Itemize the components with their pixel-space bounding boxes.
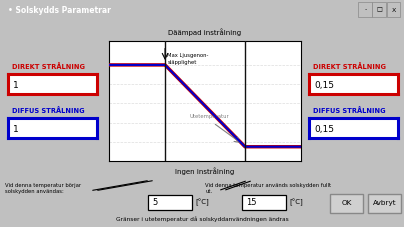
Text: DIREKT STRÅLNING: DIREKT STRÅLNING	[12, 63, 84, 70]
FancyBboxPatch shape	[242, 195, 286, 210]
Text: Vid denna temperatur används solskydden fullt
ut.: Vid denna temperatur används solskydden …	[205, 183, 331, 194]
Text: 1: 1	[13, 81, 19, 90]
Text: Utetemperatur: Utetemperatur	[189, 114, 229, 119]
Text: 1: 1	[13, 125, 19, 134]
FancyBboxPatch shape	[368, 194, 401, 213]
Text: Ingen instrålning: Ingen instrålning	[175, 168, 235, 175]
Bar	[372, 2, 386, 17]
Text: 5: 5	[152, 198, 157, 207]
Text: OK: OK	[341, 200, 352, 206]
Text: Max Ljusgenon-: Max Ljusgenon-	[167, 53, 209, 58]
Text: 15: 15	[246, 198, 257, 207]
Bar	[387, 2, 400, 17]
Text: [°C]: [°C]	[289, 198, 303, 206]
Text: DIFFUS STRÅLNING: DIFFUS STRÅLNING	[12, 108, 84, 114]
Bar	[358, 2, 372, 17]
Text: 0,15: 0,15	[314, 81, 335, 90]
Text: -: -	[364, 7, 367, 12]
Text: Däämpad instrålning: Däämpad instrålning	[168, 28, 242, 36]
Text: DIREKT STRÅLNING: DIREKT STRÅLNING	[313, 63, 385, 70]
Text: Avbryt: Avbryt	[372, 200, 396, 206]
FancyBboxPatch shape	[330, 194, 363, 213]
Text: Gränser i utetemperatur då solskyddanvändningen ändras: Gränser i utetemperatur då solskyddanvän…	[116, 217, 288, 222]
Text: släpplighet: släpplighet	[167, 61, 197, 66]
Text: DIFFUS STRÅLNING: DIFFUS STRÅLNING	[313, 108, 385, 114]
FancyBboxPatch shape	[148, 195, 192, 210]
Text: X: X	[392, 7, 396, 12]
Text: Vid denna temperatur börjar
solskydden användas:: Vid denna temperatur börjar solskydden a…	[5, 183, 81, 194]
Text: • Solskydds Parametrar: • Solskydds Parametrar	[8, 6, 111, 15]
Text: 0,15: 0,15	[314, 125, 335, 134]
Text: □: □	[377, 7, 383, 12]
Text: [°C]: [°C]	[195, 198, 209, 206]
